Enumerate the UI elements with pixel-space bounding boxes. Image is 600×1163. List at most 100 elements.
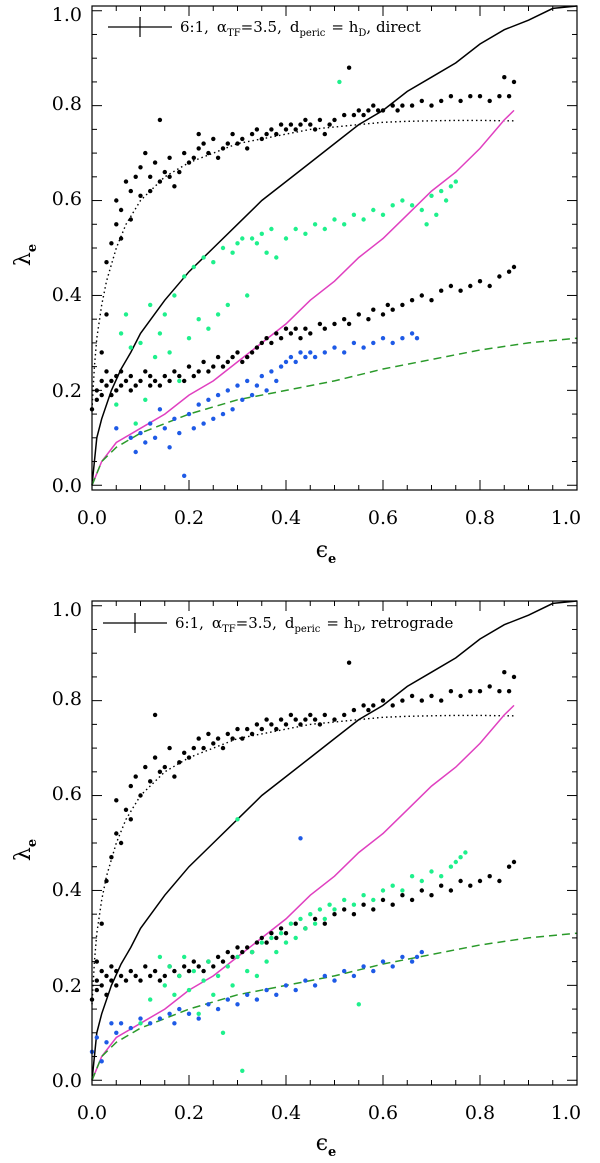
point-black-upper bbox=[448, 94, 454, 99]
point-black-upper bbox=[269, 722, 274, 727]
point-black-lower bbox=[366, 317, 371, 322]
panel-top-ytick-labels: 0.0 0.2 0.4 0.6 0.8 1.0 bbox=[52, 4, 82, 497]
point-black-lower bbox=[506, 269, 512, 274]
ylabel-symbol: λ bbox=[11, 252, 36, 266]
point-green bbox=[293, 226, 298, 232]
magenta-curve bbox=[91, 704, 515, 1081]
point-blue bbox=[138, 430, 143, 436]
point-blue bbox=[245, 378, 250, 384]
point-black-lower bbox=[419, 293, 424, 298]
point-black-lower bbox=[361, 902, 366, 907]
point-black-lower bbox=[211, 964, 216, 969]
point-blue bbox=[342, 350, 347, 355]
point-black-upper bbox=[206, 150, 211, 156]
point-blue bbox=[409, 959, 415, 964]
point-black-upper bbox=[511, 674, 517, 680]
point-black-upper bbox=[342, 712, 347, 718]
point-black-upper bbox=[138, 793, 143, 798]
legend-alpha: α bbox=[217, 18, 227, 36]
point-green bbox=[269, 935, 274, 941]
panel-bottom-ytick-labels: 0.0 0.2 0.4 0.6 0.8 1.0 bbox=[52, 599, 82, 1092]
point-blue bbox=[332, 345, 337, 350]
point-black-upper bbox=[162, 169, 167, 175]
point-black-lower bbox=[308, 331, 313, 336]
svg-text:6:1,αTF=3.5,dperic= hD, direct: 6:1, αTF=3.5, dperic = hD, direct bbox=[180, 18, 421, 39]
point-black-upper bbox=[196, 736, 201, 741]
point-blue bbox=[264, 987, 269, 993]
panel-top-legend: 6:1, αTF=3.5, dperic = hD, direct bbox=[108, 17, 421, 39]
ylabel-symbol: λ bbox=[11, 847, 36, 861]
xtick-label: 1.0 bbox=[551, 1102, 581, 1124]
point-black-upper bbox=[240, 136, 245, 142]
point-green bbox=[172, 293, 177, 298]
point-green bbox=[390, 203, 395, 208]
point-black-upper bbox=[109, 855, 114, 860]
point-blue bbox=[293, 987, 298, 993]
point-black-upper bbox=[366, 707, 371, 713]
point-green bbox=[429, 869, 434, 874]
point-blue bbox=[215, 1006, 221, 1012]
point-black-lower bbox=[458, 288, 463, 293]
point-black-upper bbox=[390, 103, 395, 108]
point-green bbox=[225, 964, 230, 969]
xlabel-sub: e bbox=[328, 1145, 336, 1160]
point-black-lower bbox=[487, 874, 492, 879]
dashed-curve bbox=[91, 932, 578, 1081]
point-black-lower bbox=[448, 283, 454, 289]
point-black-lower bbox=[346, 321, 352, 327]
legend-d: d bbox=[290, 18, 300, 36]
svg-text:6:1,αTF=3.5,dperic= hD, retrog: 6:1, αTF=3.5, dperic = hD, retrograde bbox=[175, 614, 454, 635]
point-black-lower bbox=[94, 978, 100, 983]
point-black-upper bbox=[293, 127, 298, 132]
point-black-upper bbox=[351, 112, 357, 118]
point-green bbox=[201, 255, 206, 260]
point-blue bbox=[293, 359, 298, 365]
point-black-lower bbox=[259, 935, 264, 941]
point-black-upper bbox=[143, 150, 148, 156]
point-black-upper bbox=[308, 712, 313, 718]
point-black-upper bbox=[458, 98, 463, 104]
point-black-upper bbox=[288, 712, 294, 718]
point-green bbox=[283, 236, 289, 241]
point-black-upper bbox=[220, 745, 226, 751]
point-black-upper bbox=[143, 764, 148, 770]
point-black-lower bbox=[128, 373, 133, 379]
point-green bbox=[424, 222, 429, 227]
panel-top-xtick-labels: 0.0 0.2 0.4 0.6 0.8 1.0 bbox=[77, 507, 581, 529]
point-black-lower bbox=[186, 364, 192, 369]
point-blue bbox=[371, 340, 376, 346]
point-green bbox=[356, 1002, 361, 1007]
magenta-curve bbox=[91, 109, 515, 486]
point-blue bbox=[114, 426, 119, 431]
point-blue bbox=[206, 1002, 211, 1007]
ytick-label: 0.6 bbox=[52, 188, 82, 210]
point-black-upper bbox=[366, 108, 371, 113]
point-green bbox=[434, 212, 439, 217]
point-green bbox=[293, 935, 298, 941]
point-black-upper bbox=[468, 689, 473, 694]
point-black-lower bbox=[293, 921, 298, 926]
point-black-lower bbox=[182, 378, 187, 384]
point-black-upper bbox=[264, 131, 269, 137]
xtick-label: 0.6 bbox=[368, 1102, 398, 1124]
point-black-upper bbox=[375, 108, 381, 113]
point-green bbox=[215, 312, 221, 317]
point-blue bbox=[220, 411, 226, 417]
point-black-upper bbox=[293, 717, 298, 722]
ytick-label: 0.0 bbox=[52, 475, 82, 497]
point-blue bbox=[303, 354, 308, 360]
legend-d-eq-sub: D bbox=[358, 28, 366, 39]
point-black-lower bbox=[123, 978, 129, 983]
point-black-lower bbox=[254, 345, 260, 350]
point-black-upper bbox=[356, 108, 361, 113]
point-black-upper bbox=[99, 921, 104, 926]
point-green bbox=[351, 902, 357, 907]
point-green bbox=[327, 902, 332, 907]
point-black-lower bbox=[109, 378, 114, 384]
xlabel-sub: e bbox=[328, 552, 336, 567]
point-green bbox=[303, 926, 308, 931]
point-blue bbox=[371, 968, 376, 974]
point-green bbox=[182, 274, 187, 279]
point-green bbox=[443, 198, 449, 203]
point-black-lower bbox=[109, 978, 114, 983]
